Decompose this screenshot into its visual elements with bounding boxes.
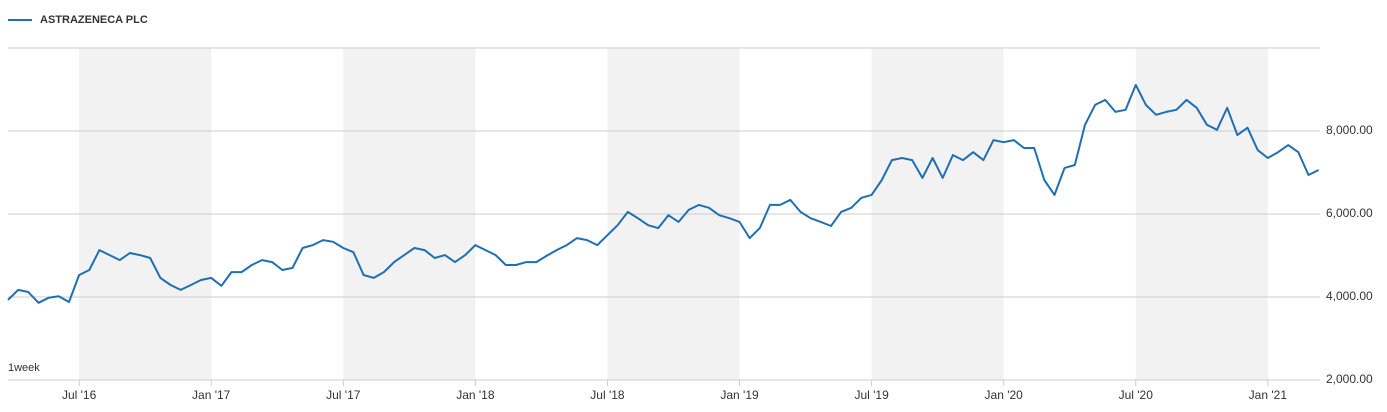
x-tick-label: Jan '19 xyxy=(720,388,759,402)
x-tick-label: Jul '17 xyxy=(326,388,361,402)
y-tick-label: 2,000.00 xyxy=(1326,372,1373,386)
x-tick-label: Jul '16 xyxy=(62,388,97,402)
y-tick-label: 4,000.00 xyxy=(1326,289,1373,303)
y-tick-label: 8,000.00 xyxy=(1326,123,1373,137)
annotation: 1week xyxy=(8,362,40,374)
x-tick-label: Jan '21 xyxy=(1249,388,1288,402)
x-tick-label: Jul '20 xyxy=(1119,388,1154,402)
x-tick-label: Jan '18 xyxy=(456,388,495,402)
legend-label: ASTRAZENECA PLC xyxy=(40,14,148,26)
x-tick-label: Jul '19 xyxy=(854,388,889,402)
x-tick-label: Jul '18 xyxy=(590,388,625,402)
x-tick-label: Jan '20 xyxy=(985,388,1024,402)
x-tick-label: Jan '17 xyxy=(192,388,231,402)
price-line xyxy=(7,83,1320,304)
y-tick-label: 6,000.00 xyxy=(1326,206,1373,220)
